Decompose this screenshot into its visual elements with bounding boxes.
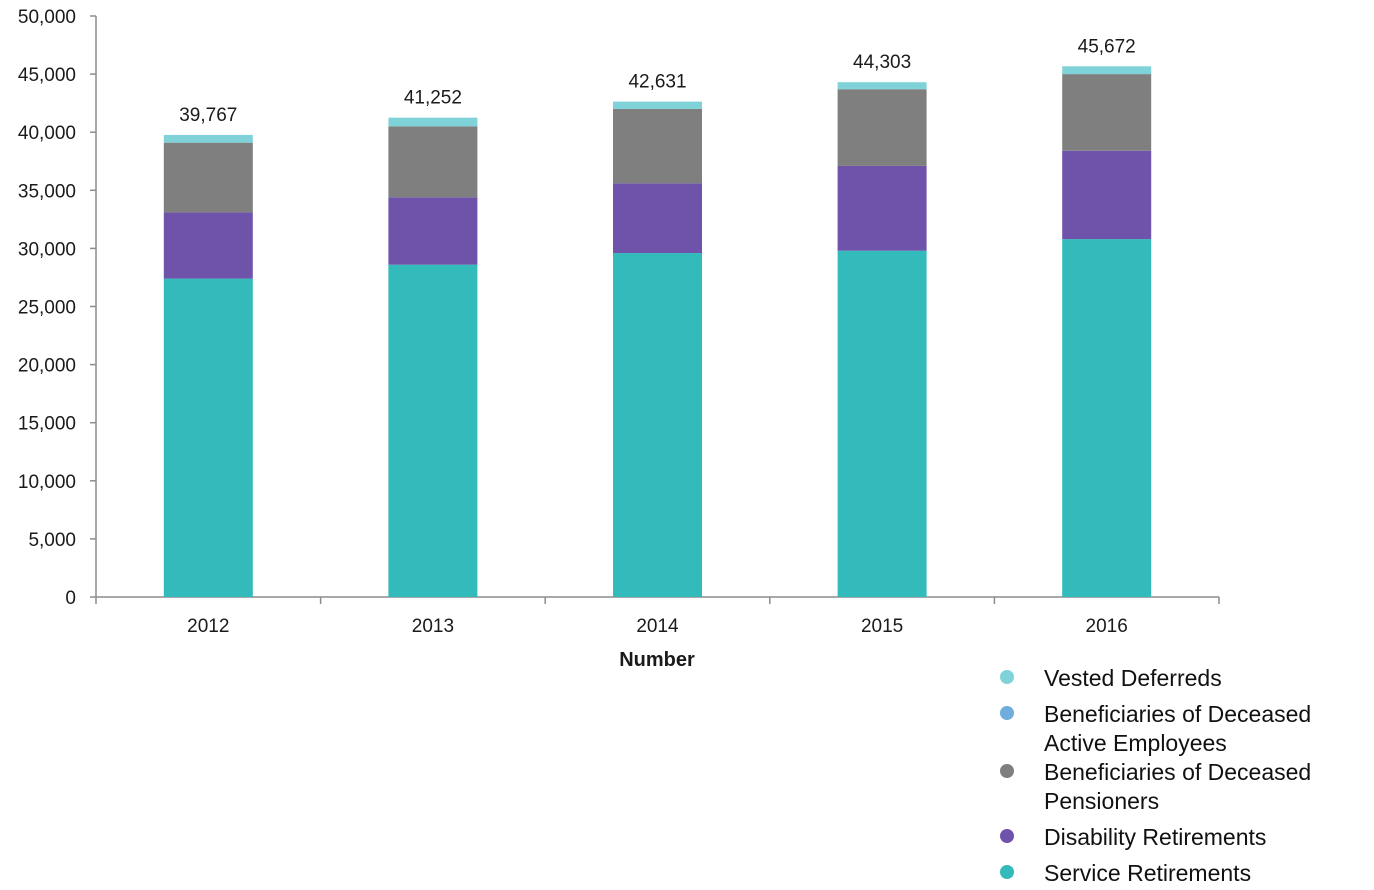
bar-total-label: 41,252 <box>404 88 462 109</box>
y-tick-label: 45,000 <box>18 65 76 86</box>
legend-label: Active Employees <box>1044 730 1227 756</box>
legend-label: Pensioners <box>1044 788 1159 814</box>
y-tick-label: 40,000 <box>18 123 76 144</box>
bar-segment <box>163 212 253 279</box>
bar-segment <box>613 108 702 184</box>
bar-total-label: 39,767 <box>179 105 237 126</box>
legend-marker <box>1000 865 1014 879</box>
y-tick-label: 0 <box>65 588 76 609</box>
bar-total-label: 42,631 <box>628 72 686 93</box>
y-tick-label: 50,000 <box>18 7 76 28</box>
y-tick-label: 15,000 <box>18 414 76 435</box>
bar-segment <box>163 142 253 213</box>
bar-segment <box>388 264 478 597</box>
x-tick-label: 2013 <box>412 616 454 637</box>
legend-label: Vested Deferreds <box>1044 665 1222 691</box>
bar-segment <box>1062 239 1152 597</box>
bar-segment <box>388 197 478 265</box>
bar-total-label: 44,303 <box>853 52 911 73</box>
bar-segment <box>1062 74 1152 151</box>
x-tick-label: 2014 <box>636 616 679 637</box>
legend-marker <box>1000 670 1014 684</box>
bar-segment <box>837 82 927 90</box>
bar-segment <box>388 117 478 127</box>
axes: 0 5,000 10,000 15,000 20,000 25,000 30,000 35,0… <box>18 7 1220 637</box>
legend-label: Service Retirements <box>1044 860 1251 886</box>
y-tick-label: 35,000 <box>18 181 76 202</box>
bar-segment <box>613 183 702 254</box>
y-tick-label: 25,000 <box>18 298 76 319</box>
legend-marker <box>1000 829 1014 843</box>
legend-marker <box>1000 706 1014 720</box>
x-tick-label: 2012 <box>187 616 229 637</box>
data-labels: 39,767 41,252 42,631 44,303 45,672 <box>179 36 1136 126</box>
x-tick-label: 2015 <box>861 616 903 637</box>
legend-label: Beneficiaries of Deceased <box>1044 759 1311 785</box>
bar-segment <box>613 253 702 597</box>
y-tick-label: 5,000 <box>28 530 76 551</box>
bar-segment <box>163 134 253 143</box>
legend: Vested Deferreds Beneficiaries of Decease… <box>1000 665 1311 886</box>
x-axis-title: Number <box>619 649 695 671</box>
bar-segment <box>163 278 253 597</box>
legend-marker <box>1000 764 1014 778</box>
bar-segment <box>1062 66 1152 75</box>
bar-segment <box>837 89 927 166</box>
legend-label: Beneficiaries of Deceased <box>1044 701 1311 727</box>
bar-total-label: 45,672 <box>1078 36 1136 57</box>
y-tick-label: 30,000 <box>18 239 76 260</box>
bar-segment <box>1062 150 1152 240</box>
bar-segment <box>837 165 927 251</box>
bar-segment <box>837 250 927 597</box>
x-tick-label: 2016 <box>1086 616 1128 637</box>
legend-label: Disability Retirements <box>1044 824 1266 850</box>
bars <box>163 66 1152 597</box>
y-tick-label: 10,000 <box>18 472 76 493</box>
bar-segment <box>388 126 478 198</box>
y-tick-label: 20,000 <box>18 356 76 377</box>
bar-segment <box>613 101 702 109</box>
